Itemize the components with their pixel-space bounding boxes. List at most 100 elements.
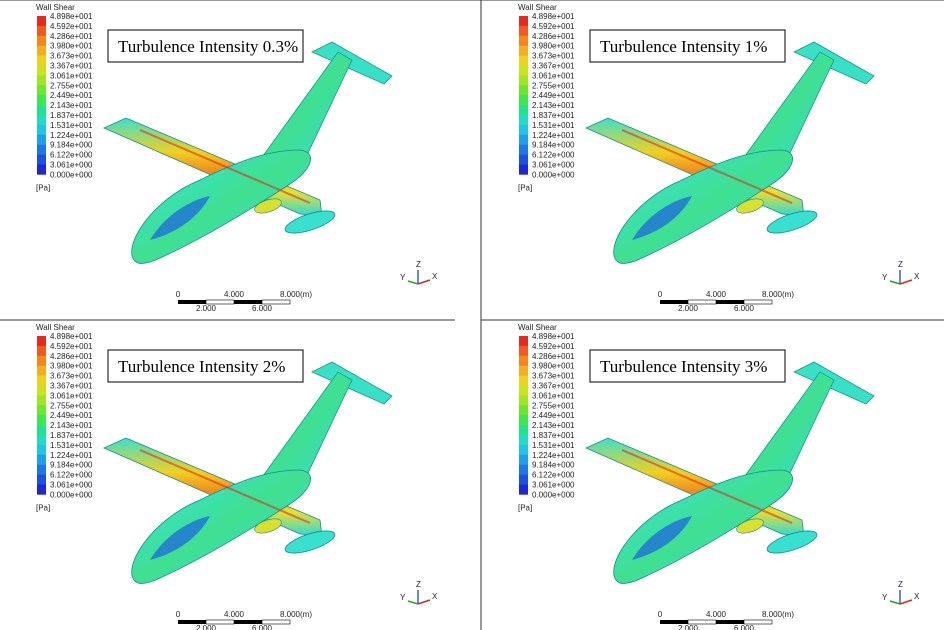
color-band (37, 135, 46, 145)
scale-label: 8.000 (280, 290, 301, 299)
legend-label: 6.122e+000 (50, 471, 93, 480)
legend-label: 4.286e+001 (50, 32, 93, 41)
legend-label: 2.143e+001 (50, 101, 93, 110)
legend-label: 2.143e+001 (532, 421, 575, 430)
color-band (519, 336, 528, 346)
axis-y (408, 281, 418, 284)
legend-label: 3.061e+000 (532, 481, 575, 490)
legend-unit: [Pa] (36, 183, 50, 192)
color-band (37, 415, 46, 425)
color-band (519, 95, 528, 105)
axis-x (418, 280, 430, 284)
axis-y (890, 281, 900, 284)
panel: Wall Shear4.898e+0014.592e+0014.286e+001… (518, 323, 920, 630)
color-band (519, 405, 528, 415)
legend-unit: [Pa] (518, 503, 532, 512)
aircraft (586, 362, 874, 583)
scale-label: 4.000 (706, 290, 727, 299)
legend-label: 3.367e+001 (50, 62, 93, 71)
scale-label: 8.000 (280, 610, 301, 619)
legend-label: 3.061e+000 (50, 161, 93, 170)
color-band (37, 475, 46, 485)
color-band (37, 46, 46, 56)
legend-label: 4.286e+001 (50, 352, 93, 361)
legend-label: 2.755e+001 (50, 401, 93, 410)
aircraft (104, 42, 392, 263)
color-band (519, 105, 528, 115)
color-band (37, 405, 46, 415)
legend-label: 1.837e+001 (532, 111, 575, 120)
scale-label: 4.000 (224, 610, 245, 619)
legend-label: 2.755e+001 (532, 81, 575, 90)
legend-label: 2.143e+001 (50, 421, 93, 430)
axis-label: Z (416, 580, 421, 589)
axis-label: Z (898, 580, 903, 589)
color-band (519, 415, 528, 425)
legend-label: 4.898e+001 (532, 12, 575, 21)
legend-label: 4.286e+001 (532, 32, 575, 41)
color-band (519, 85, 528, 95)
scale-label: 0 (176, 290, 181, 299)
legend-label: 3.980e+001 (50, 42, 93, 51)
color-band (519, 46, 528, 56)
panel: Wall Shear4.898e+0014.592e+0014.286e+001… (518, 3, 920, 313)
legend-label: 3.061e+001 (50, 391, 93, 400)
scale-label: 6.000 (252, 304, 273, 313)
color-band (37, 155, 46, 165)
color-band (37, 386, 46, 396)
color-band (519, 356, 528, 366)
color-band (37, 36, 46, 46)
panel-title: Turbulence Intensity 3% (600, 357, 767, 376)
legend-label: 4.286e+001 (532, 352, 575, 361)
legend-label: 2.755e+001 (50, 81, 93, 90)
color-band (519, 36, 528, 46)
color-band (37, 376, 46, 386)
legend-label: 3.673e+001 (532, 372, 575, 381)
legend-label: 0.000e+000 (50, 490, 93, 499)
legend-label: 2.755e+001 (532, 401, 575, 410)
legend-label: 9.184e+000 (50, 461, 93, 470)
axis-label: Z (416, 260, 421, 269)
scale-label: (m) (782, 610, 794, 619)
color-band (37, 125, 46, 135)
color-band (519, 135, 528, 145)
axis-y (408, 601, 418, 604)
scale-label: 6.000 (734, 624, 755, 630)
axis-label: X (914, 272, 920, 281)
legend-unit: [Pa] (36, 503, 50, 512)
color-band (37, 145, 46, 155)
color-band (519, 26, 528, 36)
color-band (37, 85, 46, 95)
axis-y (890, 601, 900, 604)
aircraft (104, 362, 392, 583)
legend-label: 3.061e+000 (50, 481, 93, 490)
color-band (37, 485, 46, 495)
axis-label: X (914, 592, 920, 601)
scale-label: 2.000 (678, 624, 699, 630)
color-band (519, 66, 528, 76)
legend-label: 1.837e+001 (532, 431, 575, 440)
color-band (37, 445, 46, 455)
axis-label: Y (882, 593, 888, 602)
panel-title: Turbulence Intensity 0.3% (118, 37, 298, 56)
legend-label: 1.837e+001 (50, 431, 93, 440)
legend-unit: [Pa] (518, 183, 532, 192)
color-band (37, 56, 46, 66)
color-band (519, 145, 528, 155)
legend-label: 3.673e+001 (50, 52, 93, 61)
color-band (519, 445, 528, 455)
scale-label: 4.000 (224, 290, 245, 299)
legend-label: 3.061e+001 (532, 391, 575, 400)
color-band (519, 455, 528, 465)
legend-label: 1.531e+001 (532, 121, 575, 130)
legend-label: 3.673e+001 (50, 372, 93, 381)
legend-label: 4.592e+001 (50, 22, 93, 31)
color-band (519, 386, 528, 396)
legend-label: 3.673e+001 (532, 52, 575, 61)
legend-label: 4.592e+001 (50, 342, 93, 351)
scale-label: 0 (176, 610, 181, 619)
color-band (519, 376, 528, 386)
color-band (519, 465, 528, 475)
legend-label: 9.184e+000 (532, 141, 575, 150)
legend-label: 2.143e+001 (532, 101, 575, 110)
